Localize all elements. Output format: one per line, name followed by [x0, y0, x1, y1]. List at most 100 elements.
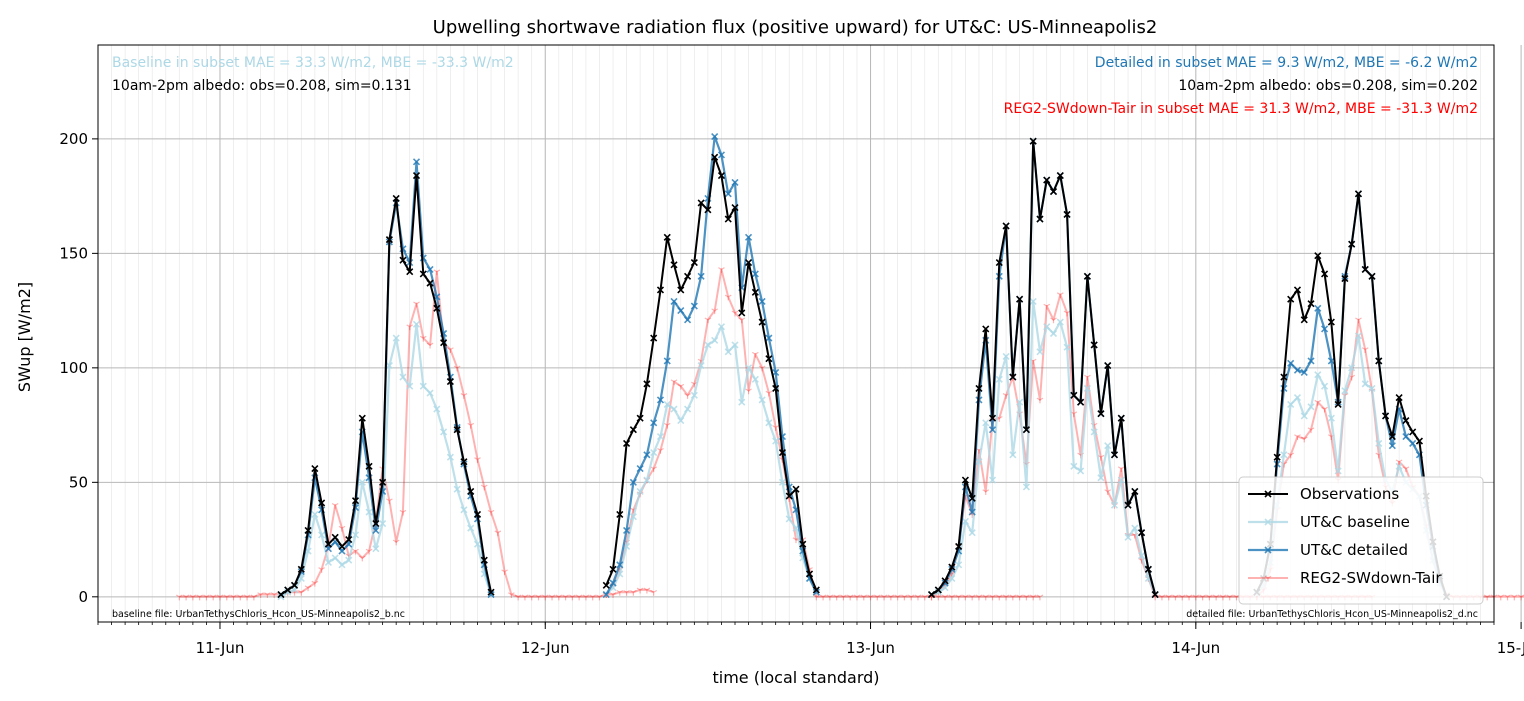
data-point	[684, 393, 691, 399]
data-point	[1226, 594, 1234, 601]
data-point	[792, 485, 800, 493]
data-point	[934, 586, 942, 594]
legend-item: UT&C detailed	[1248, 541, 1408, 559]
data-point	[365, 508, 373, 516]
data-point	[751, 351, 759, 358]
data-point	[677, 286, 685, 294]
reg2-stats-annotation: REG2-SWdown-Tair in subset MAE = 31.3 W/…	[1004, 101, 1478, 117]
data-point	[1043, 303, 1051, 310]
data-point	[988, 414, 997, 422]
data-point	[1293, 286, 1302, 294]
legend-label: Observations	[1300, 485, 1399, 503]
legend: Observations UT&C baseline UT&C detailed RE…	[1238, 476, 1484, 605]
data-point	[467, 487, 475, 496]
detailed-stats-annotation: Detailed in subset MAE = 9.3 W/m2, MBE =…	[1095, 55, 1478, 71]
data-point	[1050, 317, 1057, 324]
data-point	[1409, 428, 1417, 436]
data-point	[1314, 304, 1322, 312]
data-point	[243, 594, 251, 601]
data-point	[467, 422, 475, 429]
data-point	[311, 580, 319, 587]
data-point	[1212, 594, 1220, 601]
data-point	[1131, 524, 1139, 532]
data-point	[460, 506, 468, 514]
data-point	[1056, 318, 1064, 326]
y-axis-title: SWup [W/m2]	[15, 282, 34, 392]
data-point	[399, 373, 407, 381]
data-point	[1016, 594, 1023, 601]
data-point	[670, 297, 678, 306]
data-point	[751, 375, 759, 383]
data-point	[1381, 412, 1390, 420]
data-point	[1415, 437, 1424, 445]
data-point	[982, 594, 990, 601]
data-point	[1090, 341, 1098, 349]
data-point	[1307, 357, 1315, 365]
data-point	[365, 548, 373, 555]
data-point	[711, 336, 719, 344]
data-point	[1070, 391, 1078, 399]
data-point	[975, 594, 983, 601]
data-point	[643, 587, 651, 594]
data-point	[501, 569, 508, 576]
data-point	[731, 341, 739, 349]
x-tick-label: 13-Jun	[846, 639, 895, 657]
data-point	[785, 515, 793, 523]
data-point	[358, 414, 366, 422]
series-line-segment	[605, 135, 818, 596]
data-point	[453, 426, 461, 434]
data-point	[596, 594, 603, 601]
data-point	[1043, 176, 1051, 184]
data-point	[744, 258, 753, 267]
data-point	[236, 594, 244, 601]
data-point	[853, 594, 861, 601]
data-point	[982, 419, 990, 427]
data-point	[948, 574, 956, 583]
data-point	[765, 334, 773, 342]
data-point	[738, 398, 746, 406]
data-point	[867, 594, 874, 601]
data-point	[1354, 190, 1363, 198]
legend-item: UT&C baseline	[1248, 513, 1410, 531]
data-point	[406, 324, 414, 331]
data-point	[765, 355, 773, 363]
data-point	[494, 530, 502, 537]
y-tick-label: 150	[59, 244, 88, 262]
data-point	[1023, 594, 1030, 601]
data-point	[379, 519, 387, 528]
data-point	[1097, 474, 1105, 482]
data-point	[1273, 453, 1281, 461]
data-point	[955, 594, 962, 601]
data-point	[623, 526, 631, 534]
data-point	[718, 267, 725, 273]
data-point	[650, 448, 658, 457]
data-point	[1144, 565, 1152, 573]
series-observations	[277, 137, 1451, 601]
data-point	[744, 233, 753, 241]
data-point	[1402, 416, 1410, 425]
data-point	[1022, 426, 1030, 434]
data-point	[203, 594, 210, 601]
data-point	[358, 555, 366, 562]
data-point	[1497, 594, 1505, 601]
data-point	[1314, 252, 1322, 260]
data-point	[758, 318, 766, 326]
data-point	[805, 570, 814, 578]
data-point	[1510, 594, 1518, 601]
data-point	[399, 256, 407, 264]
data-point	[406, 268, 414, 276]
data-point	[630, 589, 637, 596]
data-point	[412, 158, 421, 166]
data-point	[670, 379, 678, 386]
data-point	[846, 594, 854, 601]
data-point	[277, 590, 285, 599]
legend-marker	[1264, 490, 1272, 498]
data-point	[480, 484, 488, 491]
data-point	[1083, 272, 1091, 280]
data-point	[663, 357, 671, 365]
data-point	[487, 509, 495, 516]
data-point	[670, 261, 678, 269]
data-point	[379, 478, 387, 486]
data-point	[487, 588, 495, 596]
data-point	[955, 542, 963, 551]
